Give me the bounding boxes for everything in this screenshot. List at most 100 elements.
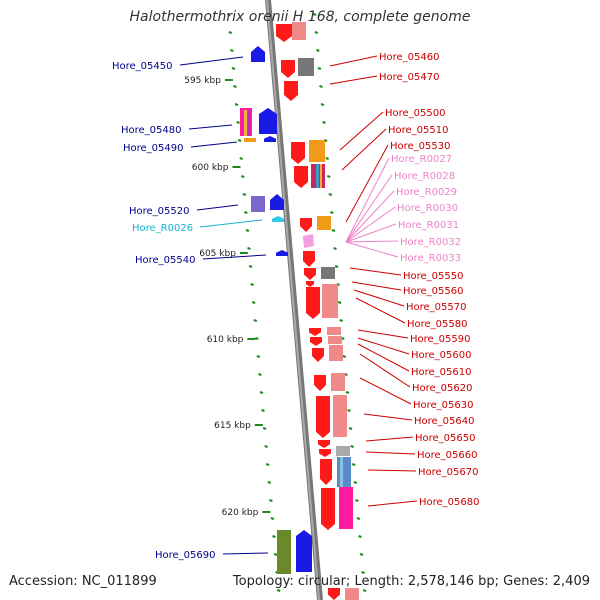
leader-line	[365, 436, 414, 442]
guide-dash	[342, 355, 347, 358]
leader-line	[329, 75, 378, 85]
guide-dash	[331, 229, 336, 232]
gene-label: Hore_05560	[403, 286, 464, 297]
gene-feature	[244, 138, 256, 142]
forward-gene	[276, 24, 292, 42]
gene-label: Hore_05490	[123, 143, 184, 154]
guide-dash	[350, 445, 354, 448]
guide-dash	[276, 589, 281, 592]
guide-dash	[242, 193, 247, 196]
accession-text: Accession: NC_011899	[9, 574, 157, 589]
gene-stripe	[340, 457, 343, 487]
guide-dash	[337, 301, 342, 304]
gene-label: Hore_05530	[390, 141, 451, 152]
rna-gene-label: Hore_R0028	[394, 171, 455, 182]
guide-dash	[236, 121, 240, 124]
gene-label: Hore_05520	[129, 206, 190, 217]
guide-dash	[256, 355, 261, 358]
gene-feature	[270, 194, 284, 210]
reverse-gene	[321, 267, 335, 279]
forward-gene	[306, 287, 320, 319]
guide-dash	[347, 409, 351, 412]
leader-line	[345, 157, 390, 243]
gene-stripe	[316, 164, 319, 188]
guide-dash	[247, 247, 251, 250]
gene-label: Hore_05600	[411, 350, 472, 361]
forward-gene	[309, 328, 321, 336]
genome-backbone-highlight	[266, 0, 320, 600]
guide-dash	[361, 571, 365, 574]
scale-tick-label: 610 kbp	[207, 335, 244, 345]
guide-dash	[351, 463, 356, 466]
reverse-gene	[327, 327, 341, 335]
leader-line	[188, 124, 233, 130]
reverse-gene	[317, 216, 331, 230]
guide-dash	[237, 139, 242, 142]
scale-tick-label: 615 kbp	[214, 421, 251, 431]
leader-line	[199, 219, 263, 228]
guide-dash	[248, 265, 253, 268]
guide-dash	[245, 229, 250, 232]
rna-gene-label: Hore_R0031	[398, 220, 459, 231]
gene-feature	[276, 250, 288, 256]
leader-line	[351, 281, 402, 291]
gene-label: Hore_R0026	[132, 223, 193, 234]
guide-dash	[258, 373, 262, 376]
leader-line	[357, 329, 409, 339]
rna-gene-label: Hore_R0027	[391, 154, 452, 165]
forward-gene	[321, 488, 335, 530]
guide-dash	[322, 121, 326, 124]
leader-line	[359, 353, 411, 388]
leader-line	[341, 128, 387, 171]
guide-dash	[325, 157, 330, 160]
leader-line	[345, 144, 389, 223]
leader-line	[359, 377, 412, 405]
guide-dash	[267, 481, 272, 484]
gene-feature	[251, 46, 265, 62]
guide-dash	[239, 157, 244, 160]
forward-gene	[320, 459, 332, 485]
guide-dash	[259, 391, 264, 394]
guide-dash	[240, 175, 245, 178]
leader-line	[367, 469, 417, 472]
guide-dash	[251, 301, 256, 304]
reverse-gene	[329, 345, 343, 361]
guide-dash	[269, 499, 273, 502]
leader-line	[365, 451, 416, 455]
leader-line	[345, 241, 399, 258]
reverse-gene	[345, 588, 359, 600]
forward-gene	[291, 142, 305, 164]
guide-dash	[230, 49, 234, 52]
reverse-gene	[337, 457, 351, 487]
gene-label: Hore_05460	[379, 52, 440, 63]
leader-line	[355, 297, 406, 324]
guide-dash	[262, 427, 267, 430]
forward-gene	[304, 268, 316, 280]
reverse-gene	[328, 336, 342, 344]
leader-line	[179, 56, 244, 66]
gene-label: Hore_05640	[414, 416, 475, 427]
guide-dash	[359, 553, 364, 556]
leader-line	[357, 343, 410, 372]
reverse-gene	[322, 284, 338, 318]
guide-dash	[226, 13, 231, 16]
guide-dash	[314, 31, 319, 34]
gene-label: Hore_05540	[135, 255, 196, 266]
guide-dash	[320, 103, 325, 106]
gene-stripe	[244, 110, 247, 136]
reverse-gene	[298, 58, 314, 76]
rna-gene-label: Hore_R0032	[400, 237, 461, 248]
reverse-gene	[331, 373, 345, 391]
forward-gene	[294, 166, 308, 188]
leader-line	[345, 223, 397, 243]
gene-label: Hore_05660	[417, 450, 478, 461]
guide-dash	[312, 13, 317, 16]
guide-dash	[270, 517, 275, 520]
leader-line	[345, 206, 396, 243]
gene-label: Hore_05620	[412, 383, 473, 394]
scale-tick-label: 595 kbp	[184, 76, 221, 86]
leader-line	[357, 337, 410, 355]
gene-label: Hore_05650	[415, 433, 476, 444]
guide-dash	[316, 49, 320, 52]
